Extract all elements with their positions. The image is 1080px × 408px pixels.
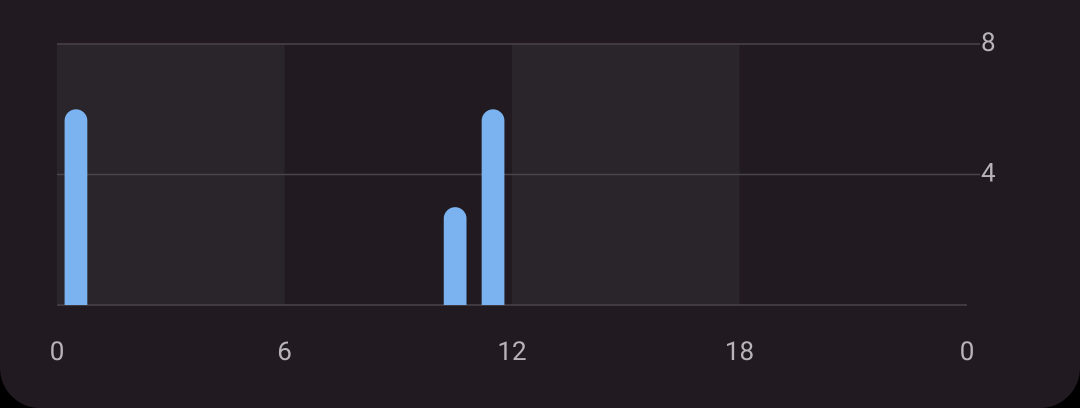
y-tick-label: 8 bbox=[981, 28, 996, 58]
x-tick-label: 6 bbox=[277, 337, 292, 367]
x-tick-label: 18 bbox=[725, 337, 754, 367]
bar bbox=[64, 109, 88, 305]
y-tick-label: 4 bbox=[981, 158, 996, 188]
bar bbox=[443, 207, 467, 305]
x-tick-label: 12 bbox=[497, 337, 526, 367]
x-tick-label: 0 bbox=[960, 337, 975, 367]
x-tick-label: 0 bbox=[50, 337, 65, 367]
bar bbox=[481, 109, 505, 305]
